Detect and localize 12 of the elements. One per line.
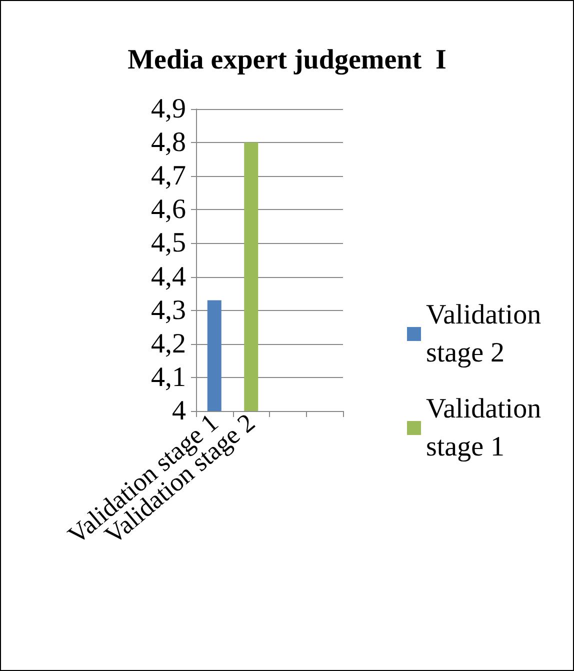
y-tick-label: 4,4	[151, 261, 186, 292]
y-tick-label: 4,6	[151, 194, 186, 226]
chart-title: Media expert judgement I	[128, 44, 446, 76]
y-tick-label: 4,1	[151, 362, 186, 393]
y-tick-label: 4,8	[151, 127, 186, 158]
y-tick-label: 4,2	[151, 328, 186, 360]
legend-label: Validation stage 2	[426, 300, 548, 368]
y-tick-label: 4,7	[151, 160, 186, 192]
y-tick-label: 4	[172, 396, 186, 426]
y-tick-label: 4,5	[151, 228, 186, 259]
y-tick-label: 4,9	[151, 94, 186, 124]
y-tick-label: 4,3	[151, 294, 186, 326]
